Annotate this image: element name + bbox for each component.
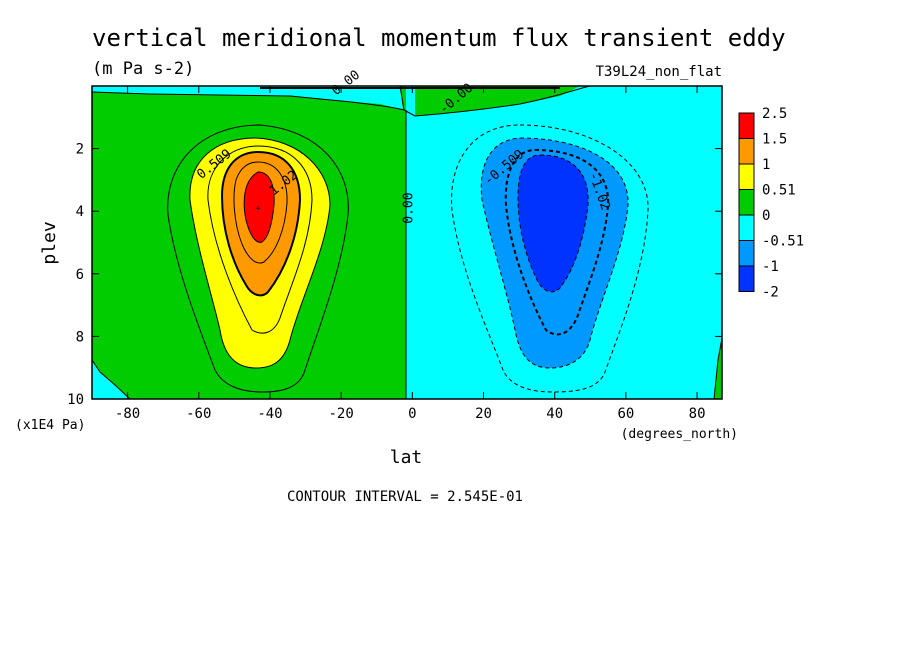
zero-lines xyxy=(92,86,722,399)
colorbar-swatch xyxy=(738,112,755,139)
x-tick-label: 0 xyxy=(408,406,416,422)
y-tick-label: 4 xyxy=(76,204,84,220)
y-unit-label: (x1E4 Pa) xyxy=(15,418,85,433)
y-axis-label: plev xyxy=(39,221,60,264)
y-tick-label: 6 xyxy=(76,267,84,283)
y-tick-label: 8 xyxy=(76,329,84,345)
max-marker: + xyxy=(255,204,261,214)
chart-title: vertical meridional momentum flux transi… xyxy=(92,24,786,52)
x-tick-label: 20 xyxy=(475,406,492,422)
cyan-top-left-patch xyxy=(92,86,403,110)
x-tick-label: 60 xyxy=(617,406,634,422)
x-unit-label: (degrees_north) xyxy=(621,427,738,442)
contour-fill-1.5 xyxy=(244,172,275,243)
colorbar-swatch xyxy=(738,138,755,165)
x-tick-label: -60 xyxy=(186,406,211,422)
colorbar-level-label: -2 xyxy=(762,285,779,301)
colorbar-level-label: -1 xyxy=(762,259,779,275)
colorbar-level-label: 0.51 xyxy=(762,183,796,199)
colorbar-swatch xyxy=(738,240,755,267)
x-axis: -80 -60 -40 -20 0 20 40 60 80 xyxy=(115,86,706,422)
contour-label: 0.00 xyxy=(401,192,416,223)
y-tick-label: 2 xyxy=(76,142,84,158)
colorbar-level-label: 1 xyxy=(762,157,770,173)
colorbar-swatch xyxy=(738,189,755,216)
y-axis: 2 4 6 8 10 xyxy=(67,142,722,408)
contour-fill-neg-1 xyxy=(518,155,589,292)
x-tick-label: -20 xyxy=(329,406,354,422)
colorbar-swatch xyxy=(738,214,755,241)
x-tick-label: 40 xyxy=(546,406,563,422)
colorbar-level-label: -0.51 xyxy=(762,234,804,250)
y-tick-label: 10 xyxy=(67,392,84,408)
x-tick-label: -80 xyxy=(115,406,140,422)
x-axis-label: lat xyxy=(390,447,423,468)
contour-lines-south xyxy=(167,124,349,393)
colorbar-level-label: 1.5 xyxy=(762,132,787,148)
green-top-right-patch xyxy=(415,86,580,116)
chart-units: (m Pa s-2) xyxy=(92,59,194,79)
colorbar-swatch xyxy=(738,265,755,292)
run-label: T39L24_non_flat xyxy=(596,64,722,80)
cyan-bottom-left-patch xyxy=(92,360,130,399)
contour-interval-note: CONTOUR INTERVAL = 2.545E-01 xyxy=(287,489,523,505)
contour-lines-north xyxy=(451,124,649,393)
colorbar-level-label: 0 xyxy=(762,208,770,224)
colorbar: 2.5 1.5 1 0.51 0 -0.51 -1 -2 xyxy=(738,106,804,301)
plot-frame xyxy=(91,85,723,400)
x-tick-label: -40 xyxy=(257,406,282,422)
colorbar-swatch xyxy=(738,163,755,190)
colorbar-level-label: 2.5 xyxy=(762,106,787,122)
x-tick-label: 80 xyxy=(689,406,706,422)
